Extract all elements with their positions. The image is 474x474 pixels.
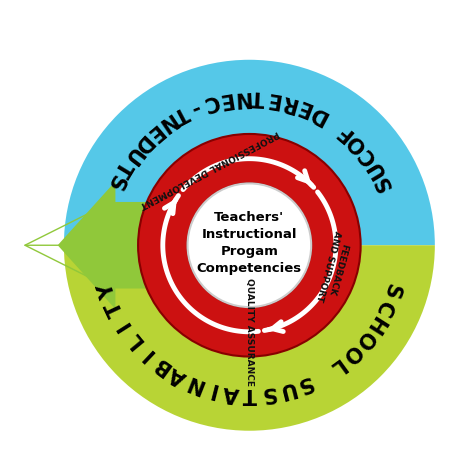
- Text: B: B: [150, 353, 174, 378]
- Text: T: T: [110, 157, 135, 180]
- Text: E: E: [217, 88, 234, 110]
- Text: R: R: [279, 91, 300, 114]
- Wedge shape: [141, 137, 358, 354]
- Text: -: -: [187, 96, 202, 118]
- Text: C: C: [200, 91, 220, 114]
- Text: H: H: [362, 312, 388, 337]
- Wedge shape: [64, 60, 435, 245]
- Text: S: S: [372, 172, 396, 193]
- Wedge shape: [178, 173, 321, 317]
- Text: PROFESSIONAL DEVELOPMENT: PROFESSIONAL DEVELOPMENT: [137, 128, 280, 210]
- Text: E: E: [264, 88, 282, 110]
- Text: D: D: [306, 101, 331, 127]
- Wedge shape: [148, 144, 351, 346]
- FancyArrow shape: [58, 182, 206, 309]
- Text: U: U: [364, 156, 389, 181]
- Text: N: N: [183, 371, 207, 396]
- Text: A: A: [221, 382, 240, 403]
- Text: F: F: [333, 120, 357, 144]
- Wedge shape: [165, 161, 333, 329]
- Text: D: D: [128, 130, 155, 156]
- Text: E: E: [142, 120, 165, 144]
- Text: O: O: [350, 327, 377, 353]
- Text: S: S: [103, 172, 127, 193]
- Wedge shape: [146, 141, 353, 349]
- Text: O: O: [344, 130, 370, 156]
- Text: A: A: [166, 363, 190, 388]
- Text: U: U: [118, 142, 145, 168]
- Text: L: L: [325, 353, 348, 377]
- Wedge shape: [170, 166, 328, 324]
- Circle shape: [188, 183, 311, 307]
- Wedge shape: [64, 245, 435, 431]
- Wedge shape: [175, 171, 324, 319]
- Text: I: I: [138, 344, 157, 363]
- Text: I: I: [206, 378, 219, 400]
- Text: S: S: [379, 281, 402, 301]
- Text: T: T: [250, 87, 265, 108]
- Wedge shape: [160, 156, 338, 334]
- Text: S: S: [293, 371, 315, 395]
- Wedge shape: [185, 181, 314, 310]
- Text: FEEDBACK
AND SUPPORT: FEEDBACK AND SUPPORT: [314, 230, 352, 305]
- Text: T: T: [103, 298, 127, 319]
- Text: N: N: [232, 87, 251, 108]
- Text: T: T: [242, 383, 256, 404]
- Text: Y: Y: [96, 281, 120, 301]
- Text: C: C: [371, 297, 396, 319]
- Wedge shape: [153, 149, 346, 342]
- Wedge shape: [180, 176, 319, 314]
- Wedge shape: [138, 134, 361, 356]
- Wedge shape: [182, 179, 316, 312]
- Wedge shape: [150, 146, 348, 344]
- Wedge shape: [155, 151, 343, 339]
- Text: O: O: [337, 340, 364, 367]
- Text: S: S: [259, 382, 277, 403]
- Text: QUALITY ASSURANCE: QUALITY ASSURANCE: [245, 278, 254, 386]
- Text: T: T: [169, 102, 191, 126]
- Text: L: L: [123, 328, 147, 351]
- Wedge shape: [173, 169, 326, 322]
- Text: C: C: [355, 143, 380, 167]
- Wedge shape: [138, 134, 361, 356]
- Text: I: I: [114, 316, 135, 333]
- Wedge shape: [163, 159, 336, 332]
- Text: E: E: [294, 95, 314, 119]
- Wedge shape: [168, 164, 331, 327]
- Text: U: U: [275, 377, 297, 401]
- Text: N: N: [154, 109, 179, 136]
- Wedge shape: [143, 139, 356, 352]
- Text: Teachers'
Instructional
Progam
Competencies: Teachers' Instructional Progam Competenc…: [197, 211, 302, 275]
- Wedge shape: [158, 154, 341, 337]
